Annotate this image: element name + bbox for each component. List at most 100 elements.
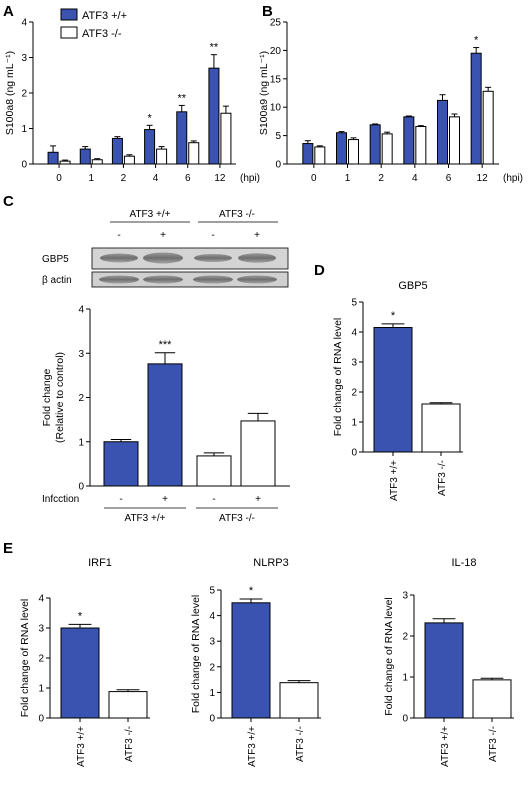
- infection-sign: +: [162, 494, 168, 505]
- bar: [302, 143, 314, 165]
- x-category-label: ATF3 -/-: [488, 726, 499, 762]
- x-tick-label: 0: [56, 173, 62, 184]
- bar: [196, 455, 232, 487]
- panel-letter-a: A: [3, 3, 14, 20]
- y-axis-title-line2: (Relative to control): [54, 352, 66, 443]
- x-tick-label: 2: [378, 173, 384, 184]
- bar: [156, 148, 168, 165]
- bar: [373, 327, 413, 453]
- y-tick-label: 2: [38, 654, 44, 665]
- y-tick-label: 1: [209, 688, 215, 699]
- bar: [111, 137, 123, 165]
- bar: [314, 146, 326, 165]
- y-axis-title: Fold change of RNA level: [190, 595, 202, 713]
- legend-swatch-wt: [60, 8, 78, 21]
- blot-band-gbp5: [194, 254, 232, 262]
- chart-title: IL-18: [451, 557, 476, 569]
- infection-sign: -: [119, 494, 122, 505]
- blot-group-label-wt: ATF3 +/+: [130, 209, 171, 220]
- bar: [415, 126, 427, 165]
- y-tick-label: 4: [351, 328, 357, 339]
- y-axis-title-line1: Fold change: [41, 368, 53, 426]
- x-tick-label: 4: [153, 173, 159, 184]
- x-tick-label: 1: [88, 173, 94, 184]
- bar: [103, 441, 139, 487]
- y-tick-label: 2: [402, 632, 408, 643]
- x-category-label: ATF3 +/+: [76, 726, 87, 767]
- bar: [421, 403, 461, 453]
- x-tick-label: 2: [121, 173, 127, 184]
- legend: ATF3 +/+ ATF3 -/-: [60, 8, 127, 40]
- y-tick-label: 0: [402, 714, 408, 725]
- bar: [437, 99, 448, 165]
- bar: [279, 682, 319, 719]
- bar: [449, 116, 460, 165]
- significance-marker: *: [474, 35, 479, 47]
- y-tick-label: 0: [21, 160, 27, 171]
- x-tick-label: 4: [412, 173, 418, 184]
- significance-marker: *: [78, 610, 83, 622]
- blot-strip-gbp5: [91, 247, 289, 270]
- infection-sign: +: [255, 494, 261, 505]
- bar: [220, 112, 232, 165]
- x-category-label: ATF3 -/-: [437, 460, 448, 496]
- y-tick-label: 0: [78, 482, 84, 493]
- blot-strip-actin: [91, 271, 289, 288]
- y-tick-label: 15: [270, 74, 282, 85]
- y-tick-label: 3: [209, 637, 215, 648]
- y-tick-label: 3: [21, 53, 27, 64]
- significance-marker: *: [147, 112, 152, 124]
- bar: [482, 90, 494, 165]
- panel-letter-b: B: [262, 3, 273, 20]
- blot-band-gbp5: [100, 253, 138, 263]
- bar: [60, 627, 100, 719]
- y-tick-label: 2: [351, 388, 357, 399]
- x-tick-label: 1: [345, 173, 351, 184]
- x-category-label: ATF3 -/-: [124, 726, 135, 762]
- y-tick-label: 3: [402, 591, 408, 602]
- bar: [188, 142, 200, 165]
- infection-row-label: Infcction: [42, 494, 79, 505]
- bar: [123, 155, 135, 165]
- blot-group-label-ko: ATF3 -/-: [219, 209, 255, 220]
- bar: [472, 679, 512, 719]
- bar: [108, 691, 148, 719]
- significance-marker: **: [210, 42, 219, 54]
- blot-row-label-gbp5: GBP5: [42, 254, 69, 265]
- y-axis-title: S100a8 (ng mL⁻¹): [4, 51, 16, 135]
- chart-title: IRF1: [88, 557, 112, 569]
- chart-gbp5-rna: 0 1 2 3 4 5 * ATF3 +/+ ATF3 -/- GBP5 Fold change o…: [332, 280, 463, 501]
- legend-label-ko: ATF3 -/-: [82, 28, 122, 40]
- panel-letter-d: D: [314, 262, 325, 279]
- y-tick-label: 1: [38, 684, 44, 695]
- x-category-label: ATF3 +/+: [389, 460, 400, 501]
- chart-il18-rna: 0 1 2 3 ATF3 +/+ ATF3 -/- IL-18 Fold change of …: [383, 557, 514, 767]
- bar: [208, 67, 220, 165]
- chart-title: NLRP3: [253, 557, 288, 569]
- bar: [176, 111, 188, 165]
- x-category-label: ATF3 -/-: [295, 726, 306, 762]
- panel-letter-c: C: [3, 193, 14, 210]
- y-tick-label: 3: [351, 358, 357, 369]
- blot-band-actin: [99, 275, 139, 284]
- y-axis-title: S100a9 (ng mL⁻¹): [258, 51, 270, 135]
- y-tick-label: 0: [351, 448, 357, 459]
- bar: [231, 602, 271, 719]
- y-tick-label: 25: [270, 18, 282, 29]
- y-tick-label: 1: [78, 437, 84, 448]
- blot-band-gbp5: [238, 253, 276, 263]
- bar: [336, 132, 347, 165]
- x-unit-label: (hpi): [240, 173, 260, 184]
- group-label: ATF3 +/+: [125, 513, 166, 524]
- significance-marker: **: [177, 92, 186, 104]
- blot-row-label-actin: β actin: [42, 275, 72, 286]
- bar: [470, 52, 482, 165]
- chart-gbp5-fold-change: 0 1 2 3 4 - *** + - + Infcction ATF3 +/+ ATF3 -/- Fol…: [41, 305, 290, 524]
- y-tick-label: 5: [351, 298, 357, 309]
- bar: [381, 133, 393, 165]
- significance-marker: *: [391, 310, 396, 322]
- bar: [59, 160, 71, 165]
- significance-marker: ***: [159, 339, 173, 351]
